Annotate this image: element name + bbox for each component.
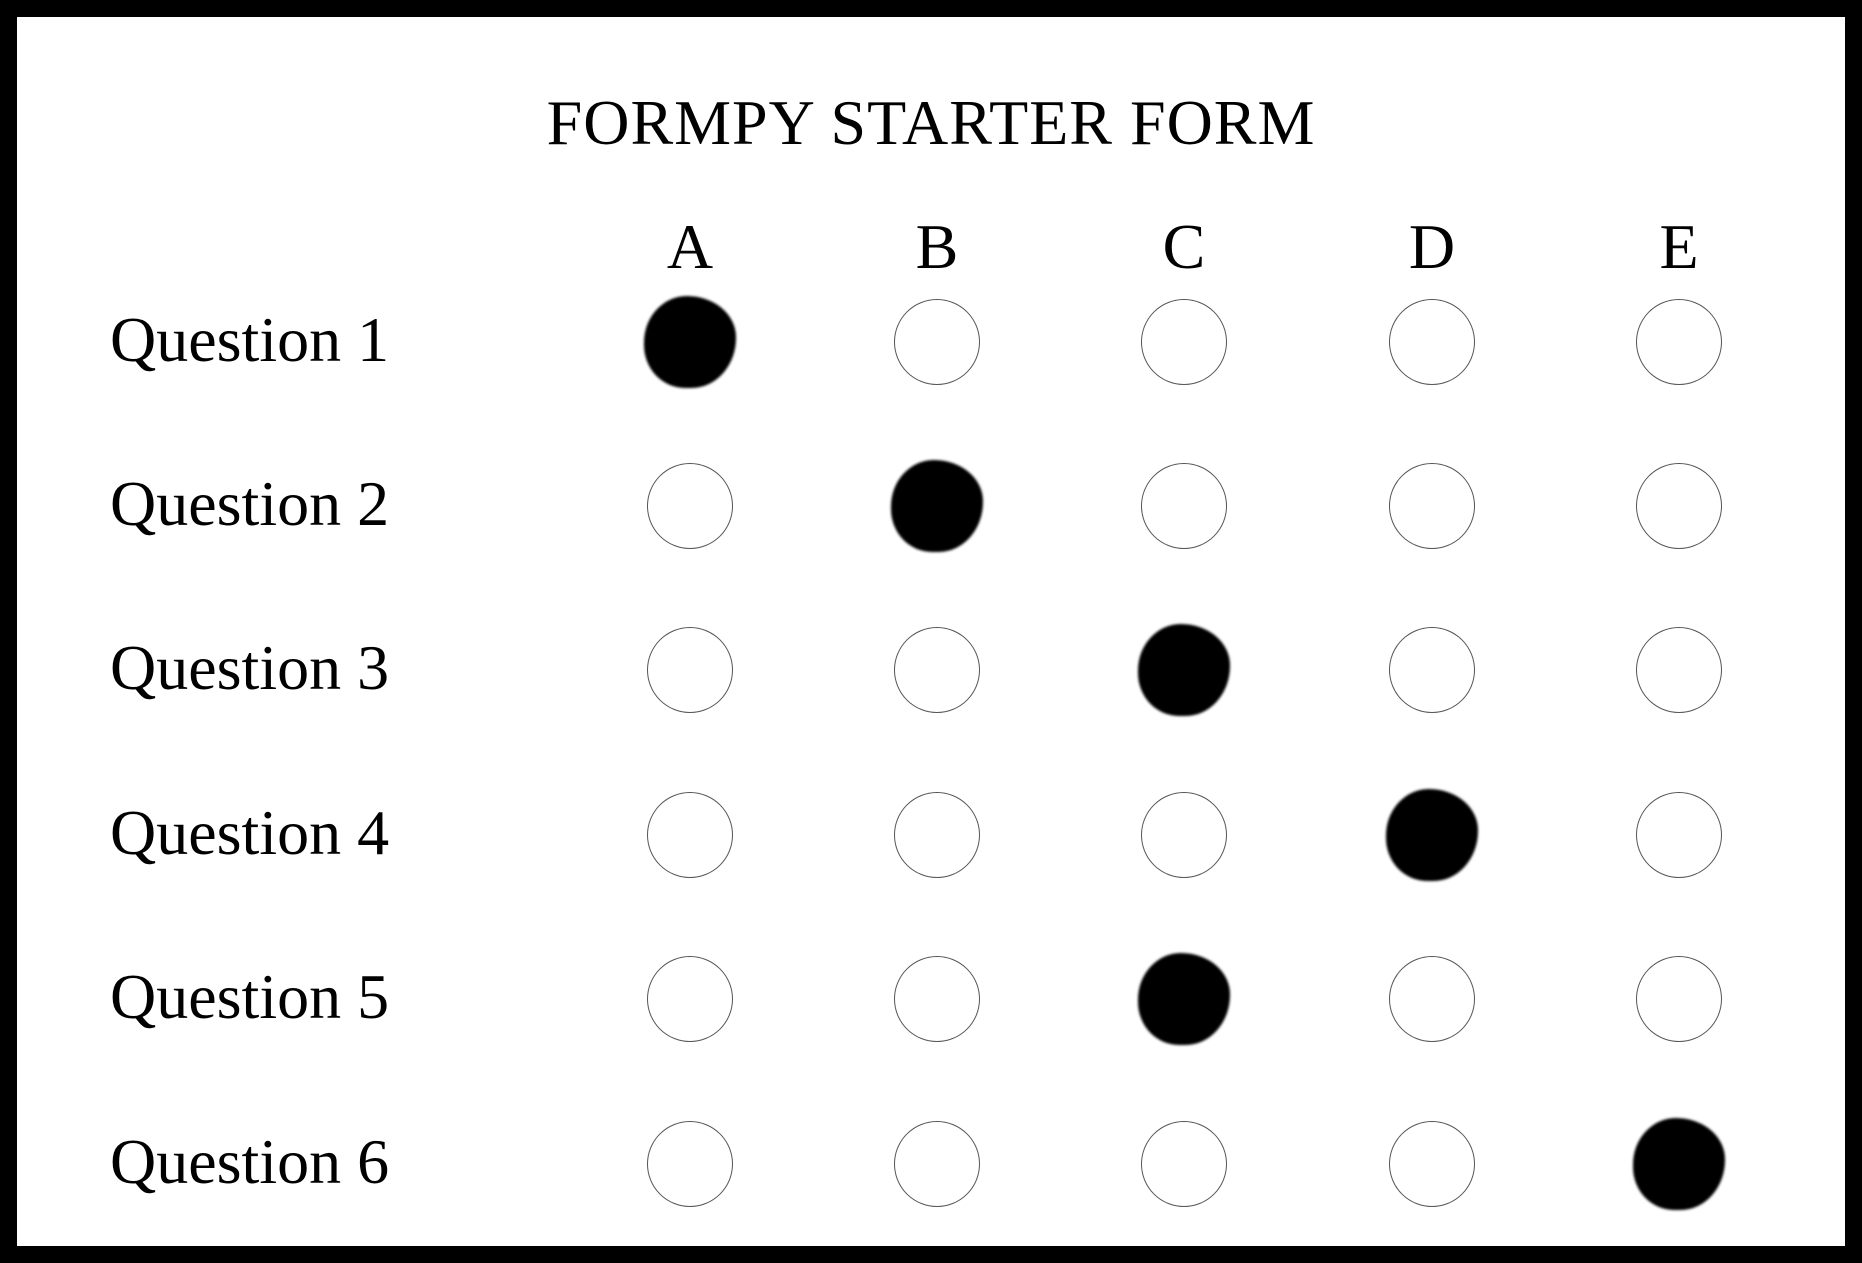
bubble-q6-d[interactable] [1389,1121,1475,1207]
bubble-q3-d[interactable] [1389,627,1475,713]
bubble-q5-c-filled[interactable] [1138,953,1230,1045]
bubble-q1-a-filled[interactable] [644,296,736,388]
bubble-q2-e[interactable] [1636,463,1722,549]
bubble-q4-b[interactable] [894,792,980,878]
bubble-q5-b[interactable] [894,956,980,1042]
question-4-label: Question 4 [110,797,390,868]
option-header-a: A [666,211,714,282]
option-header-d: D [1408,211,1456,282]
bubble-q1-b[interactable] [894,299,980,385]
bubble-q3-c-filled[interactable] [1138,624,1230,716]
bubble-q6-a[interactable] [647,1121,733,1207]
bubble-q3-b[interactable] [894,627,980,713]
bubble-q4-a[interactable] [647,792,733,878]
bubble-q4-d-filled[interactable] [1386,789,1478,881]
form-title: FORMPY STARTER FORM [546,87,1316,158]
question-5-label: Question 5 [110,961,390,1032]
option-header-c: C [1162,211,1206,282]
bubble-q5-a[interactable] [647,956,733,1042]
question-3-label: Question 3 [110,632,390,703]
bubble-q6-e-filled[interactable] [1633,1118,1725,1210]
bubble-q1-c[interactable] [1141,299,1227,385]
bubble-q3-e[interactable] [1636,627,1722,713]
bubble-q6-c[interactable] [1141,1121,1227,1207]
question-2-label: Question 2 [110,468,390,539]
bubble-q5-d[interactable] [1389,956,1475,1042]
bubble-q2-d[interactable] [1389,463,1475,549]
option-header-b: B [915,211,959,282]
bubble-q6-b[interactable] [894,1121,980,1207]
bubble-q2-a[interactable] [647,463,733,549]
bubble-q2-b-filled[interactable] [891,460,983,552]
bubble-q4-c[interactable] [1141,792,1227,878]
bubble-q5-e[interactable] [1636,956,1722,1042]
bubble-q1-d[interactable] [1389,299,1475,385]
bubble-q3-a[interactable] [647,627,733,713]
bubble-q2-c[interactable] [1141,463,1227,549]
option-header-e: E [1659,211,1699,282]
question-1-label: Question 1 [110,304,390,375]
bubble-q1-e[interactable] [1636,299,1722,385]
bubble-q4-e[interactable] [1636,792,1722,878]
question-6-label: Question 6 [110,1126,390,1197]
